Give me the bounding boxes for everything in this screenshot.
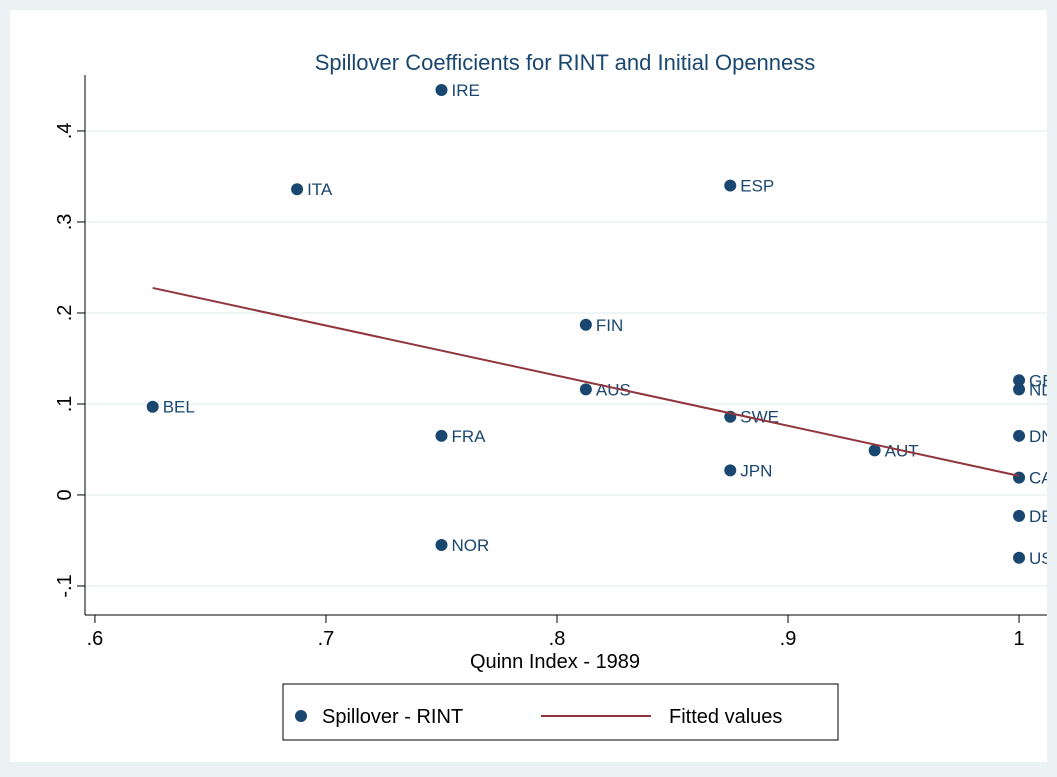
y-tick-label: .2	[54, 305, 76, 322]
point	[435, 84, 448, 97]
x-tick-label: .6	[87, 628, 104, 650]
point	[435, 429, 448, 442]
y-tick-label: .1	[54, 396, 76, 413]
y-tick-label: .4	[54, 123, 76, 140]
point-label: USA	[1029, 549, 1057, 568]
point	[1013, 509, 1026, 522]
legend-label: Spillover - RINT	[322, 706, 463, 728]
legend-marker	[295, 710, 307, 722]
point-label: NOR	[451, 536, 489, 555]
point-label: ESP	[740, 177, 774, 196]
point-label: ITA	[307, 180, 333, 199]
point	[1013, 471, 1026, 484]
point-label: IRE	[451, 81, 479, 100]
point-label: BEL	[163, 398, 195, 417]
y-tick-label: -.1	[54, 574, 76, 597]
fitted-line	[152, 286, 1020, 477]
point	[1013, 383, 1026, 396]
point-label: GBR	[1029, 371, 1057, 390]
point	[1013, 374, 1026, 387]
x-tick-label: 1	[1013, 628, 1024, 650]
point-label: FIN	[596, 316, 623, 335]
chart-title: Spillover Coefficients for RINT and Init…	[315, 50, 816, 75]
y-tick-label: .3	[54, 214, 76, 231]
point-label: JPN	[740, 461, 772, 480]
x-axis-label: Quinn Index - 1989	[470, 651, 640, 673]
point-label: DNK	[1029, 427, 1057, 446]
plot-background	[10, 10, 1047, 762]
point	[291, 183, 304, 196]
point-label: CAN	[1029, 469, 1057, 488]
point	[579, 383, 592, 396]
x-tick-label: .9	[780, 628, 797, 650]
point-label: DEU	[1029, 507, 1057, 526]
point	[435, 539, 448, 552]
point	[724, 464, 737, 477]
x-tick-label: .7	[318, 628, 335, 650]
point-label: FRA	[451, 427, 486, 446]
point-label: NLD	[1029, 380, 1057, 399]
point	[868, 444, 881, 457]
legend-label: Fitted values	[669, 706, 782, 728]
y-tick-label: 0	[54, 489, 76, 500]
legend	[282, 683, 839, 741]
point	[579, 318, 592, 331]
point	[1013, 551, 1026, 564]
point	[1013, 429, 1026, 442]
point	[724, 179, 737, 192]
x-tick-label: .8	[549, 628, 566, 650]
point	[146, 400, 159, 413]
